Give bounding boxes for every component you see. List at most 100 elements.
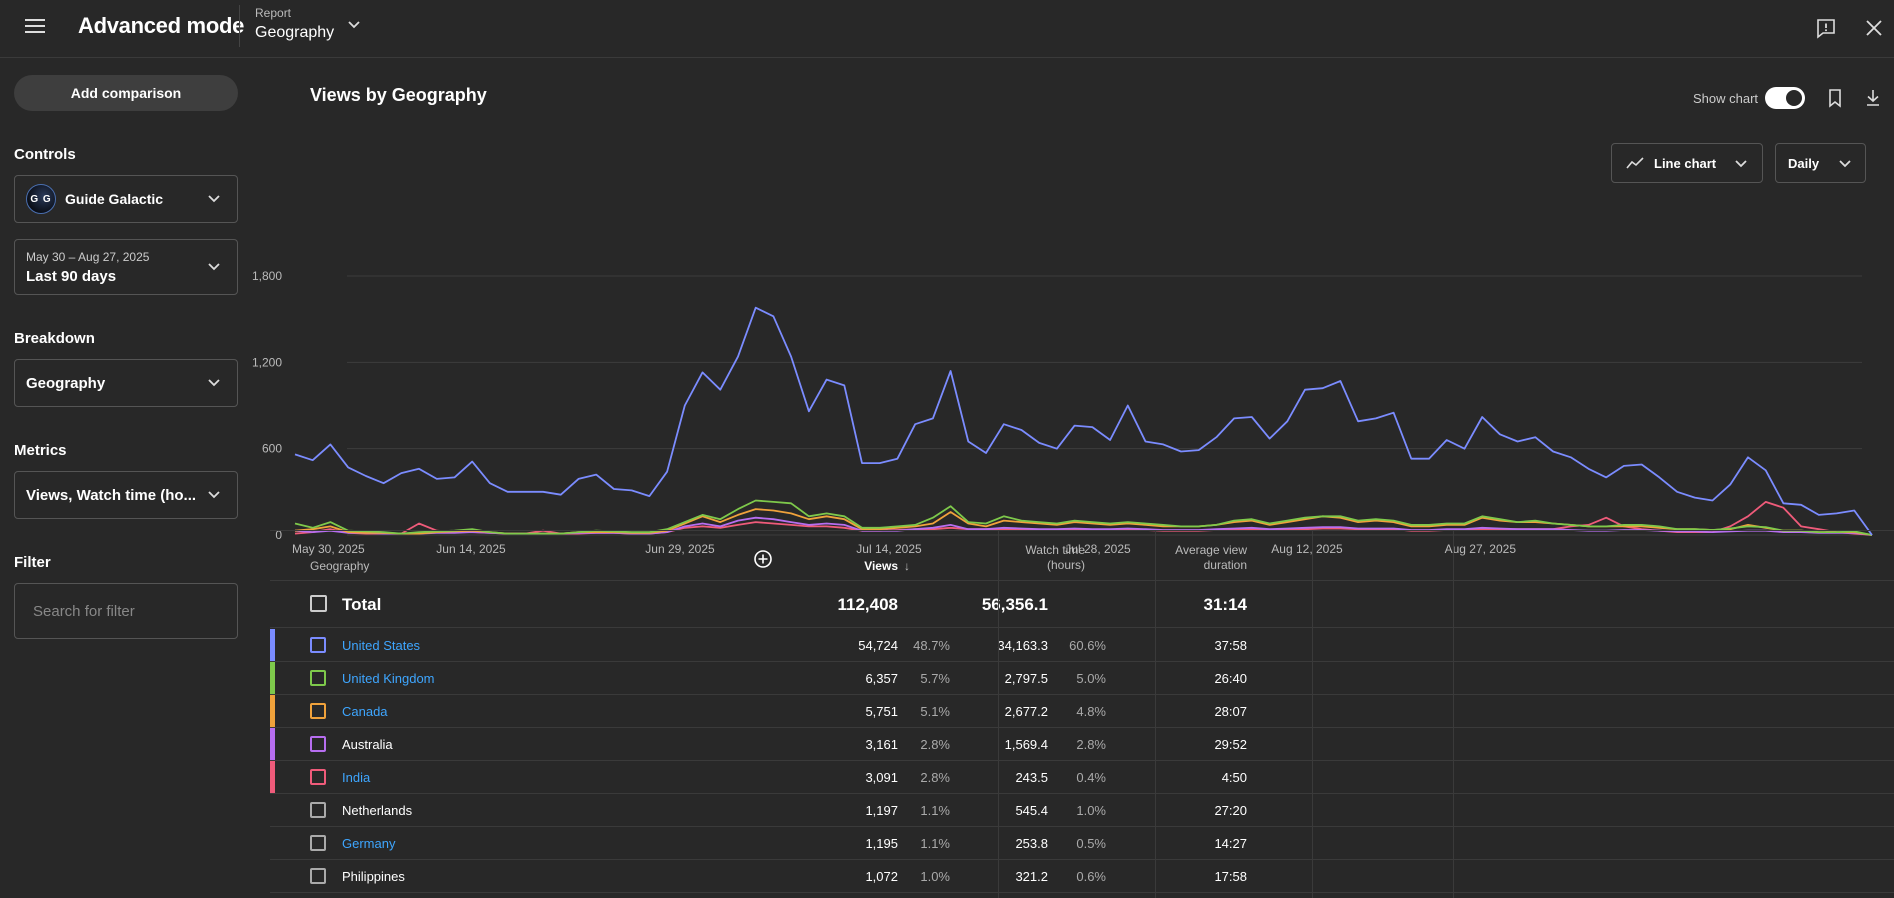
chevron-down-icon bbox=[348, 21, 360, 29]
view-title: Views by Geography bbox=[310, 85, 487, 105]
interval-selector[interactable]: Daily bbox=[1775, 143, 1866, 183]
views-percent: 1.1% bbox=[920, 803, 950, 818]
geography-name[interactable]: Germany bbox=[342, 836, 396, 851]
breakdown-value: Geography bbox=[26, 374, 106, 392]
show-chart-label: Show chart bbox=[1693, 91, 1759, 106]
line-chart: 0 600 1,200 1,800 May 30, 2025 Jun 14, 2025 Ju… bbox=[252, 269, 1873, 556]
total-views: 112,408 bbox=[837, 595, 898, 614]
geography-name: Australia bbox=[342, 737, 393, 752]
chart-type-selector[interactable]: Line chart bbox=[1611, 143, 1763, 183]
add-column-icon[interactable] bbox=[753, 549, 773, 569]
add-comparison-button[interactable]: Add comparison bbox=[14, 75, 238, 111]
row-checkbox[interactable] bbox=[310, 670, 326, 686]
date-range-selector[interactable]: May 30 – Aug 27, 2025 Last 90 days bbox=[14, 239, 238, 295]
series-line bbox=[294, 499, 1873, 536]
watch-time-percent: 0.5% bbox=[1076, 836, 1106, 851]
line-chart-icon bbox=[1626, 157, 1644, 169]
column-header-avd-line2: duration bbox=[1203, 558, 1247, 572]
row-checkbox[interactable] bbox=[310, 769, 326, 785]
avg-view-duration-value: 27:20 bbox=[1214, 803, 1247, 818]
row-checkbox[interactable] bbox=[310, 802, 326, 818]
total-watch-time: 56,356.1 bbox=[981, 595, 1048, 614]
views-value: 3,161 bbox=[865, 737, 898, 752]
watch-time-percent: 4.8% bbox=[1076, 704, 1106, 719]
main-panel: Views by Geography Show chart Line chart… bbox=[252, 58, 1894, 898]
watch-time-percent: 60.6% bbox=[1069, 638, 1106, 653]
breakdown-title: Breakdown bbox=[14, 330, 95, 347]
menu-icon[interactable] bbox=[22, 15, 48, 41]
interval-value: Daily bbox=[1788, 155, 1820, 171]
geography-name[interactable]: United Kingdom bbox=[342, 671, 435, 686]
top-bar: Advanced mode Report Geography bbox=[0, 0, 1894, 58]
views-percent: 48.7% bbox=[913, 638, 950, 653]
avg-view-duration-value: 26:40 bbox=[1214, 671, 1247, 686]
row-checkbox[interactable] bbox=[310, 736, 326, 752]
divider bbox=[1312, 531, 1313, 898]
chevron-down-icon bbox=[1839, 160, 1851, 168]
column-header-avg-view-duration[interactable]: Average view duration bbox=[1147, 543, 1247, 573]
table-row: Philippines 1,072 1.0% 321.2 0.6% 17:58 bbox=[270, 860, 1894, 893]
metrics-value: Views, Watch time (ho... bbox=[26, 486, 197, 504]
report-selector[interactable]: Report Geography bbox=[255, 6, 375, 46]
chevron-down-icon bbox=[208, 379, 220, 387]
table-row-total: Total 112,408 56,356.1 31:14 bbox=[270, 581, 1894, 628]
x-tick-label: Jul 28, 2025 bbox=[1065, 542, 1131, 556]
views-percent: 2.8% bbox=[920, 770, 950, 785]
watch-time-value: 321.2 bbox=[1015, 869, 1048, 884]
watch-time-value: 243.5 bbox=[1015, 770, 1048, 785]
row-checkbox[interactable] bbox=[310, 868, 326, 884]
channel-selector[interactable]: G G Guide Galactic bbox=[14, 175, 238, 223]
show-chart-toggle[interactable] bbox=[1765, 87, 1805, 109]
avg-view-duration-value: 29:52 bbox=[1214, 737, 1247, 752]
x-tick-label: Jul 14, 2025 bbox=[856, 542, 922, 556]
watch-time-value: 253.8 bbox=[1015, 836, 1048, 851]
chevron-down-icon bbox=[208, 263, 220, 271]
metrics-title: Metrics bbox=[14, 442, 67, 459]
x-tick-label: Aug 27, 2025 bbox=[1445, 542, 1517, 556]
avg-view-duration-value: 4:50 bbox=[1221, 770, 1247, 785]
sort-down-icon: ↓ bbox=[904, 559, 910, 573]
bookmark-icon[interactable] bbox=[1825, 88, 1845, 108]
feedback-icon[interactable] bbox=[1815, 17, 1837, 39]
geography-name: Philippines bbox=[342, 869, 405, 884]
views-percent: 5.7% bbox=[920, 671, 950, 686]
y-tick-label: 1,200 bbox=[252, 355, 282, 369]
views-value: 1,072 bbox=[865, 869, 898, 884]
chevron-down-icon bbox=[208, 491, 220, 499]
filter-title: Filter bbox=[14, 554, 51, 571]
close-icon[interactable] bbox=[1863, 17, 1885, 39]
geography-name[interactable]: Canada bbox=[342, 704, 388, 719]
views-value: 3,091 bbox=[865, 770, 898, 785]
watch-time-value: 2,797.5 bbox=[1004, 671, 1048, 686]
column-header-views[interactable]: Views ↓ bbox=[790, 559, 910, 574]
chevron-down-icon bbox=[1735, 160, 1747, 168]
date-label: Last 90 days bbox=[26, 267, 117, 285]
table-header: Geography Views ↓ Watch time (hours) Aver… bbox=[270, 531, 1894, 581]
download-icon[interactable] bbox=[1863, 88, 1883, 108]
geography-name[interactable]: United States bbox=[342, 638, 421, 653]
row-checkbox[interactable] bbox=[310, 835, 326, 851]
views-percent: 1.0% bbox=[920, 869, 950, 884]
table-row: Canada 5,751 5.1% 2,677.2 4.8% 28:07 bbox=[270, 695, 1894, 728]
views-percent: 1.1% bbox=[920, 836, 950, 851]
x-tick-label: Jun 29, 2025 bbox=[645, 542, 715, 556]
column-header-geography[interactable]: Geography bbox=[310, 559, 370, 573]
total-avg-view-duration: 31:14 bbox=[1203, 595, 1247, 614]
views-percent: 5.1% bbox=[920, 704, 950, 719]
filter-search-input[interactable] bbox=[14, 583, 238, 639]
date-range: May 30 – Aug 27, 2025 bbox=[26, 249, 150, 264]
column-header-watch-time[interactable]: Watch time (hours) bbox=[990, 543, 1085, 573]
row-checkbox[interactable] bbox=[310, 703, 326, 719]
views-value: 5,751 bbox=[865, 704, 898, 719]
breakdown-selector[interactable]: Geography bbox=[14, 359, 238, 407]
metrics-selector[interactable]: Views, Watch time (ho... bbox=[14, 471, 238, 519]
total-checkbox[interactable] bbox=[310, 595, 327, 612]
views-value: 1,197 bbox=[865, 803, 898, 818]
table-row: Netherlands 1,197 1.1% 545.4 1.0% 27:20 bbox=[270, 794, 1894, 827]
column-header-watch-line1: Watch time bbox=[1025, 543, 1085, 557]
row-checkbox[interactable] bbox=[310, 637, 326, 653]
views-value: 1,195 bbox=[865, 836, 898, 851]
series-color-bar bbox=[270, 629, 275, 661]
x-tick-label: Aug 12, 2025 bbox=[1271, 542, 1343, 556]
geography-name[interactable]: India bbox=[342, 770, 371, 785]
